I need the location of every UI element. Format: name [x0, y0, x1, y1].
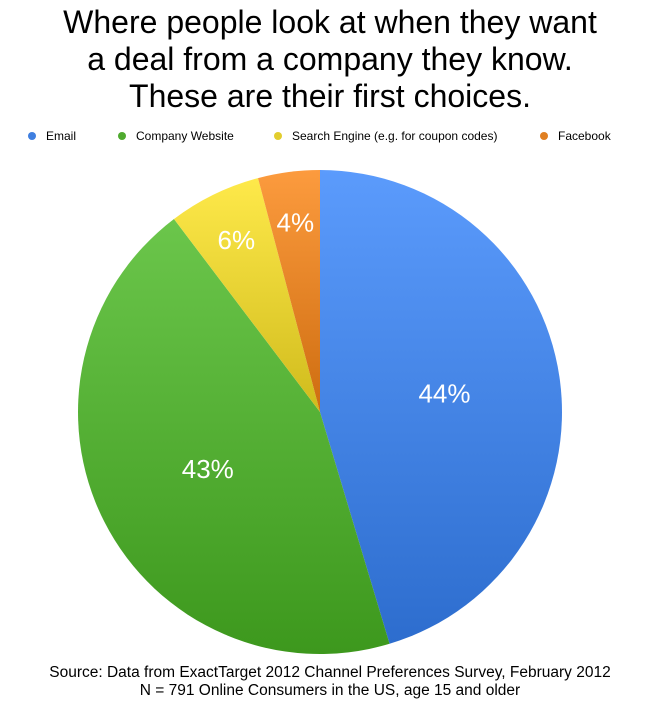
data-label-email: 44%	[418, 379, 470, 409]
sample-size-line: N = 791 Online Consumers in the US, age …	[139, 682, 521, 699]
legend-label: Search Engine (e.g. for coupon codes)	[292, 129, 498, 143]
pie-slice-company-website[interactable]	[78, 219, 390, 654]
chart-title-line: Where people look at when they want	[63, 4, 597, 40]
pie-slice-email[interactable]	[320, 170, 562, 644]
source-line: Source: Data from ExactTarget 2012 Chann…	[49, 664, 611, 681]
data-label-facebook: 4%	[277, 207, 315, 237]
chart-legend: Email Company Website Search Engine (e.g…	[0, 128, 660, 144]
data-label-search-engine: 6%	[218, 225, 256, 255]
legend-label: Email	[46, 129, 77, 143]
chart-title: Where people look at when they want a de…	[0, 4, 660, 115]
chart-title-line: These are their first choices.	[129, 78, 531, 114]
chart-title-line: a deal from a company they know.	[87, 41, 573, 77]
legend-label: Company Website	[136, 129, 234, 143]
pie-slice-facebook[interactable]	[258, 170, 320, 412]
legend-swatch	[118, 132, 126, 140]
legend-item-company-website[interactable]: Company Website	[118, 128, 234, 144]
legend-label: Facebook	[558, 129, 611, 143]
pie-data-labels: 44% 43% 6% 4%	[182, 207, 471, 484]
legend-item-search-engine[interactable]: Search Engine (e.g. for coupon codes)	[274, 128, 497, 144]
data-label-company-website: 43%	[182, 454, 234, 484]
pie-slice-search-engine[interactable]	[173, 178, 320, 412]
legend-item-email[interactable]: Email	[28, 128, 76, 144]
pie-slices	[78, 170, 562, 654]
legend-swatch	[274, 132, 282, 140]
legend-swatch	[28, 132, 36, 140]
legend-swatch	[540, 132, 548, 140]
source-note: Source: Data from ExactTarget 2012 Chann…	[0, 664, 660, 700]
legend-item-facebook[interactable]: Facebook	[540, 128, 611, 144]
